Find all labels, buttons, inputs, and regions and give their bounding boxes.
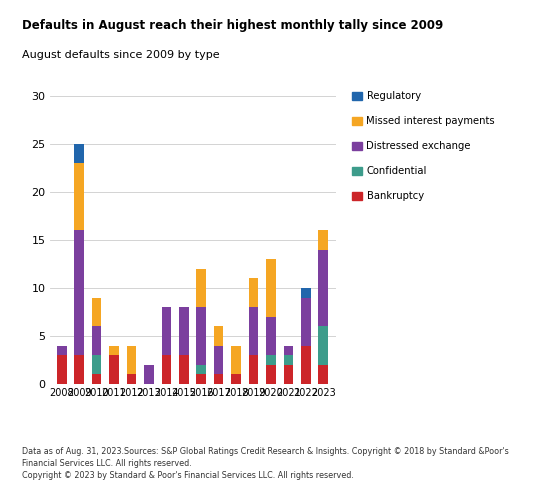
Bar bbox=[232, 374, 241, 384]
Bar bbox=[196, 269, 206, 307]
Bar bbox=[196, 307, 206, 365]
Legend: Regulatory, Missed interest payments, Distressed exchange, Confidential, Bankrup: Regulatory, Missed interest payments, Di… bbox=[351, 91, 495, 202]
Bar bbox=[301, 346, 311, 384]
Bar bbox=[214, 346, 223, 374]
Bar bbox=[196, 374, 206, 384]
Bar bbox=[179, 355, 189, 384]
Bar bbox=[266, 259, 276, 317]
Bar bbox=[284, 355, 293, 365]
Bar bbox=[318, 365, 328, 384]
Bar bbox=[318, 326, 328, 365]
Bar bbox=[249, 307, 258, 355]
Bar bbox=[162, 307, 171, 355]
Bar bbox=[318, 250, 328, 326]
Bar bbox=[284, 346, 293, 355]
Bar bbox=[249, 278, 258, 307]
Bar bbox=[109, 346, 119, 355]
Bar bbox=[301, 288, 311, 298]
Bar bbox=[232, 346, 241, 374]
Bar bbox=[266, 355, 276, 365]
Bar bbox=[92, 374, 101, 384]
Bar bbox=[301, 298, 311, 346]
Bar bbox=[144, 365, 153, 384]
Bar bbox=[57, 346, 67, 355]
Bar bbox=[162, 355, 171, 384]
Bar bbox=[92, 326, 101, 355]
Text: August defaults since 2009 by type: August defaults since 2009 by type bbox=[22, 50, 219, 60]
Bar bbox=[74, 144, 84, 163]
Bar bbox=[74, 163, 84, 230]
Bar bbox=[214, 374, 223, 384]
Bar bbox=[266, 365, 276, 384]
Bar bbox=[249, 355, 258, 384]
Text: Defaults in August reach their highest monthly tally since 2009: Defaults in August reach their highest m… bbox=[22, 19, 443, 32]
Bar bbox=[179, 307, 189, 355]
Bar bbox=[74, 355, 84, 384]
Bar bbox=[92, 298, 101, 326]
Bar bbox=[74, 230, 84, 355]
Bar bbox=[214, 326, 223, 346]
Bar bbox=[109, 355, 119, 384]
Bar bbox=[126, 346, 136, 374]
Bar bbox=[266, 317, 276, 355]
Bar bbox=[57, 355, 67, 384]
Bar bbox=[126, 374, 136, 384]
Bar bbox=[92, 355, 101, 374]
Text: Data as of Aug. 31, 2023.Sources: S&P Global Ratings Credit Research & Insights.: Data as of Aug. 31, 2023.Sources: S&P Gl… bbox=[22, 447, 509, 480]
Bar bbox=[318, 230, 328, 250]
Bar bbox=[284, 365, 293, 384]
Bar bbox=[196, 365, 206, 374]
